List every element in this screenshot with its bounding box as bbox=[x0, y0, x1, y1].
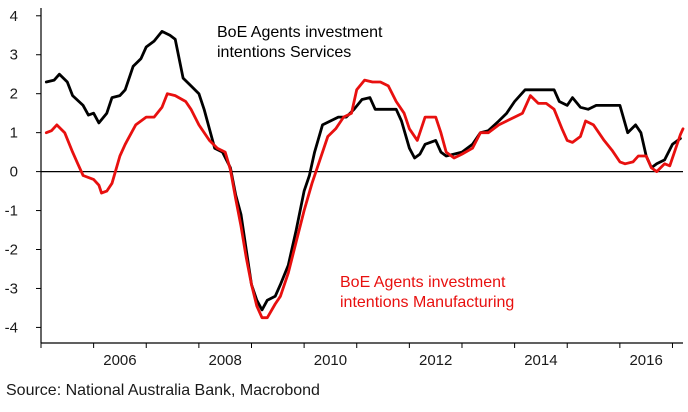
y-tick-label: 4 bbox=[10, 8, 18, 25]
annotation-line: intentions Manufacturing bbox=[340, 294, 514, 311]
y-tick-label: -1 bbox=[5, 203, 18, 220]
chart-axes bbox=[36, 8, 683, 348]
series-lines bbox=[44, 30, 685, 320]
annotation-line: BoE Agents investment bbox=[217, 24, 383, 41]
x-tick-label: 2014 bbox=[524, 352, 557, 369]
y-tick-label: -3 bbox=[5, 280, 18, 297]
annotation-services: BoE Agents investment intentions Services bbox=[217, 24, 383, 61]
y-tick-label: 1 bbox=[10, 125, 18, 142]
x-tick-label: 2006 bbox=[103, 352, 136, 369]
annotation-line: intentions Services bbox=[217, 44, 351, 61]
x-tick-labels: 2006 2008 2010 2012 2014 2016 bbox=[103, 352, 663, 369]
x-tick-label: 2010 bbox=[314, 352, 347, 369]
annotation-line: BoE Agents investment bbox=[340, 274, 506, 291]
series-line-manufacturing bbox=[44, 78, 685, 320]
y-tick-label: 0 bbox=[10, 164, 18, 181]
y-tick-labels: -4 -3 -2 -1 0 1 2 3 4 bbox=[5, 8, 18, 337]
y-tick-label: -2 bbox=[5, 242, 18, 259]
series-annotations: BoE Agents investment intentions Services… bbox=[217, 24, 514, 311]
x-tick-label: 2016 bbox=[629, 352, 662, 369]
source-note: Source: National Australia Bank, Macrobo… bbox=[6, 382, 320, 399]
x-tick-label: 2012 bbox=[419, 352, 452, 369]
annotation-manufacturing: BoE Agents investment intentions Manufact… bbox=[340, 274, 514, 311]
y-tick-label: -4 bbox=[5, 319, 18, 336]
y-tick-label: 3 bbox=[10, 47, 18, 64]
x-tick-label: 2008 bbox=[208, 352, 241, 369]
y-tick-label: 2 bbox=[10, 86, 18, 103]
series-line-services bbox=[44, 30, 682, 312]
